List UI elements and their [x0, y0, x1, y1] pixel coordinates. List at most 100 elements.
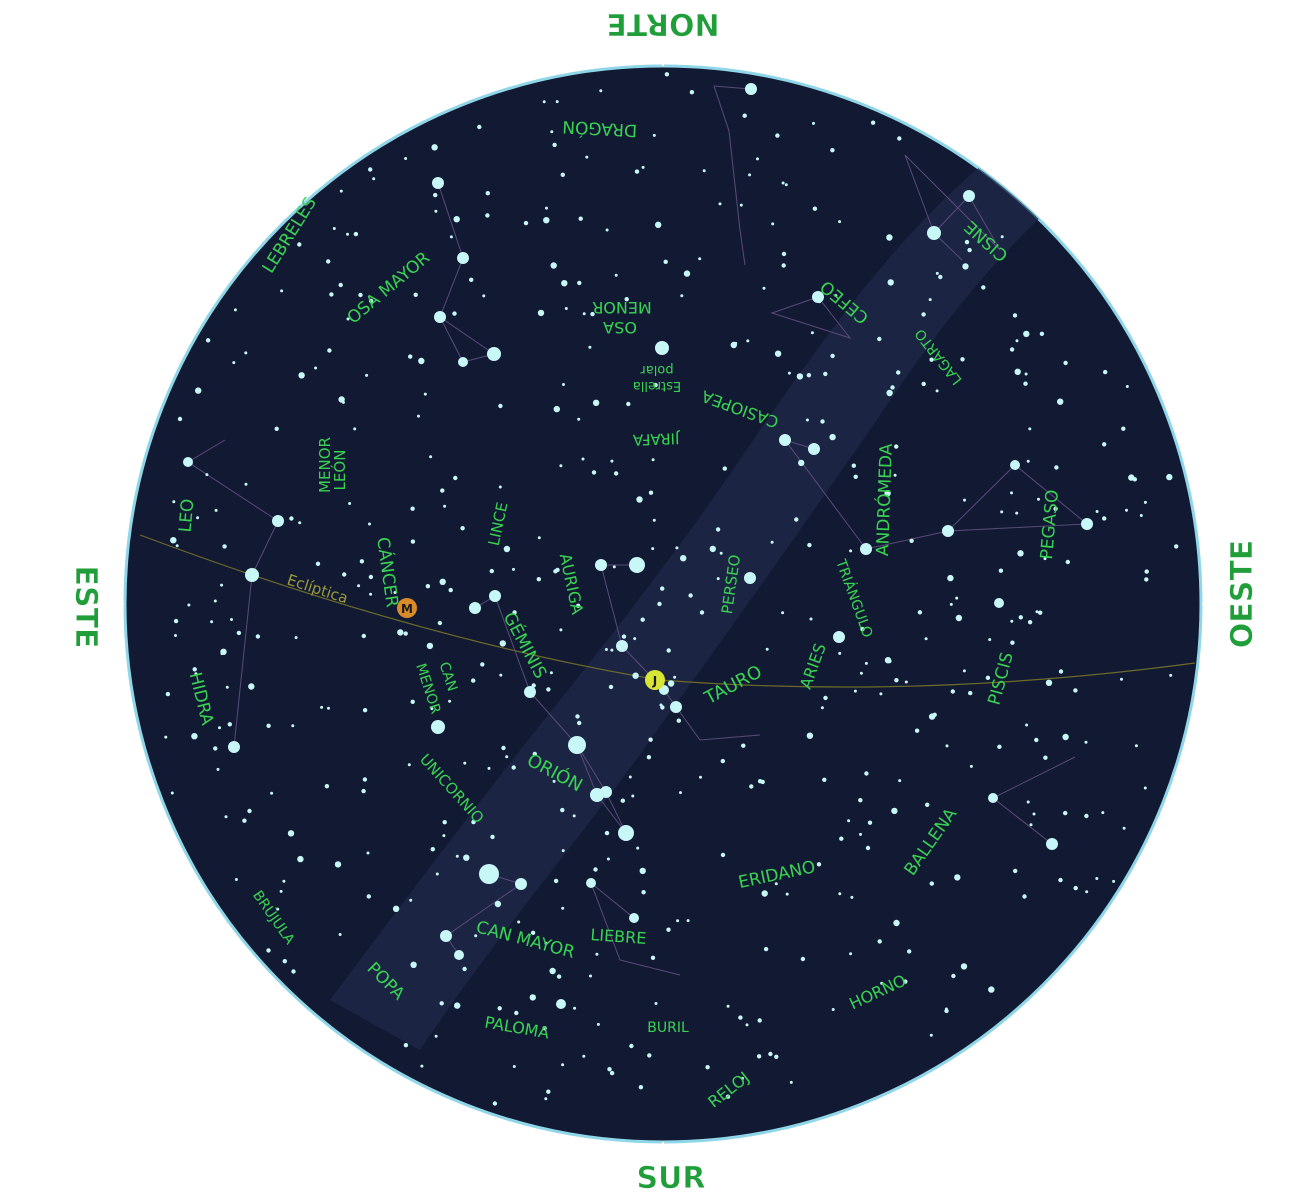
faint-star — [650, 955, 656, 960]
faint-star — [890, 385, 895, 390]
faint-star — [443, 504, 447, 508]
faint-star — [1169, 673, 1173, 677]
faint-star — [812, 121, 815, 125]
faint-star — [860, 626, 865, 632]
faint-star — [592, 399, 600, 406]
faint-star — [471, 819, 476, 825]
faint-star — [761, 890, 768, 897]
faint-star — [810, 331, 814, 335]
faint-star — [1035, 610, 1039, 614]
faint-star — [604, 830, 610, 836]
faint-star — [1058, 877, 1063, 883]
planet-jupiter[interactable]: J — [645, 670, 665, 690]
faint-star — [572, 814, 576, 818]
faint-star — [489, 568, 494, 574]
faint-star — [418, 357, 425, 365]
faint-star — [431, 144, 438, 151]
faint-star — [820, 706, 824, 710]
bright-star — [629, 557, 645, 573]
faint-star — [928, 298, 932, 302]
faint-star — [1122, 826, 1126, 830]
faint-star — [576, 603, 581, 608]
faint-star — [935, 271, 939, 275]
faint-star — [324, 784, 330, 789]
faint-star — [950, 689, 955, 694]
faint-star — [849, 549, 853, 553]
faint-star — [823, 371, 828, 377]
faint-star — [498, 403, 503, 409]
faint-star — [392, 905, 400, 912]
faint-star — [654, 1002, 658, 1005]
bright-star — [595, 559, 607, 571]
faint-star — [532, 751, 537, 757]
faint-star — [357, 584, 361, 588]
faint-star — [816, 862, 822, 867]
faint-star — [471, 678, 476, 683]
faint-star — [230, 618, 233, 621]
bright-star — [942, 525, 954, 537]
faint-star — [1139, 514, 1143, 517]
faint-star — [1010, 619, 1014, 623]
bright-star — [860, 543, 872, 555]
bright-star — [1081, 518, 1093, 530]
faint-star — [896, 370, 901, 375]
faint-star — [247, 808, 252, 814]
faint-star — [582, 1054, 586, 1058]
label-lepus: LIEBRE — [590, 925, 647, 948]
faint-star — [537, 309, 545, 317]
faint-star — [865, 845, 871, 851]
faint-star — [289, 516, 294, 521]
faint-star — [531, 694, 535, 698]
planet-mars[interactable]: M — [397, 598, 417, 618]
faint-star — [757, 1018, 762, 1023]
faint-star — [559, 464, 563, 468]
faint-star — [556, 974, 562, 979]
faint-star — [564, 307, 568, 310]
faint-star — [909, 538, 914, 543]
faint-star — [781, 251, 787, 257]
faint-star — [1134, 744, 1138, 748]
faint-star — [894, 678, 899, 683]
bright-star — [629, 913, 639, 923]
faint-star — [853, 689, 857, 693]
faint-star — [492, 1101, 498, 1106]
faint-star — [742, 113, 747, 118]
faint-star — [683, 270, 691, 277]
faint-star — [657, 601, 662, 607]
polaris-label-2: polar — [640, 362, 674, 377]
faint-star — [646, 755, 652, 760]
faint-star — [1013, 868, 1018, 874]
faint-star — [232, 743, 239, 750]
faint-star — [893, 919, 900, 927]
faint-star — [634, 169, 640, 174]
faint-star — [641, 890, 646, 895]
faint-star — [633, 637, 637, 641]
faint-star — [1023, 330, 1030, 338]
faint-star — [653, 382, 658, 388]
faint-star — [315, 561, 321, 566]
faint-star — [1073, 688, 1078, 693]
bright-star — [183, 457, 193, 467]
faint-star — [560, 172, 565, 177]
faint-star — [914, 728, 920, 733]
faint-star — [523, 220, 529, 226]
faint-star — [741, 743, 746, 748]
faint-star — [609, 1070, 615, 1076]
faint-star — [409, 898, 413, 902]
faint-star — [410, 699, 415, 704]
faint-star — [951, 973, 956, 979]
faint-star — [765, 647, 769, 651]
faint-star — [511, 765, 516, 770]
faint-star — [756, 1054, 762, 1059]
faint-star — [192, 667, 197, 672]
constellation-figure — [474, 595, 578, 746]
faint-star — [397, 629, 404, 636]
faint-star — [553, 405, 560, 413]
faint-star — [589, 974, 592, 978]
faint-star — [434, 1034, 438, 1038]
faint-star — [588, 345, 592, 349]
faint-star — [449, 235, 453, 239]
faint-star — [282, 959, 287, 964]
faint-star — [298, 521, 302, 525]
faint-star — [361, 788, 366, 794]
